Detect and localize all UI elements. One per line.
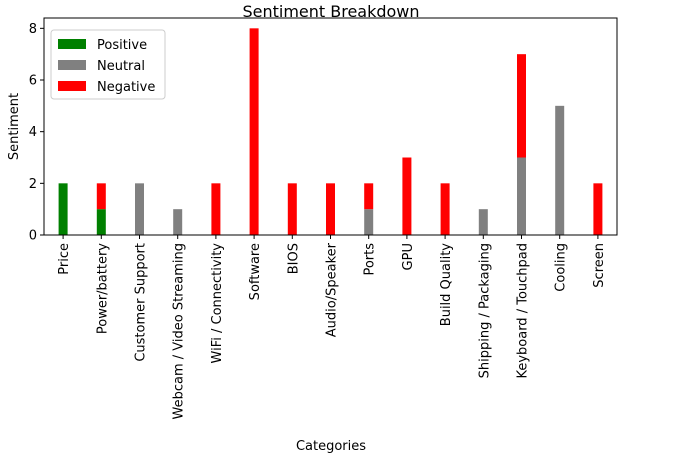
bar-group	[58, 28, 603, 235]
x-tick-label: Price	[57, 243, 72, 275]
y-tick-label: 2	[29, 177, 37, 192]
x-tick-label: Power/battery	[95, 243, 110, 334]
x-tick-label: BIOS	[286, 243, 301, 274]
legend-swatch-neutral	[58, 60, 86, 70]
x-tick-label: Audio/Speaker	[325, 242, 340, 337]
x-tick-label: Customer Support	[134, 243, 149, 362]
x-tick-label: Screen	[592, 243, 607, 288]
chart-title: Sentiment Breakdown	[242, 2, 419, 21]
bar-negative-14	[593, 183, 603, 235]
bar-negative-12	[517, 54, 526, 158]
x-axis: Price Power/battery Customer Support Webcam…	[57, 235, 607, 419]
bar-negative-10	[440, 183, 450, 235]
x-tick-label: GPU	[401, 243, 416, 270]
x-tick-label: Shipping / Packaging	[477, 243, 492, 378]
bar-negative-1	[96, 183, 106, 210]
y-tick-label: 8	[29, 22, 37, 37]
y-tick-label: 4	[29, 125, 37, 140]
x-tick-label: Cooling	[554, 243, 569, 292]
legend-swatch-negative	[58, 81, 86, 91]
legend-swatch-positive	[58, 39, 86, 49]
bar-neutral-13	[555, 105, 565, 235]
bar-negative-9	[402, 157, 412, 235]
legend-label-negative: Negative	[97, 80, 155, 95]
x-tick-label: WiFi / Connectivity	[210, 243, 225, 364]
legend-label-neutral: Neutral	[97, 59, 145, 74]
bar-neutral-12	[517, 157, 526, 235]
x-tick-label: Webcam / Video Streaming	[172, 243, 187, 419]
y-axis: 0 2 4 6 8	[29, 22, 44, 244]
legend: Positive Neutral Negative	[50, 29, 166, 100]
legend-label-positive: Positive	[97, 38, 147, 53]
x-axis-label: Categories	[296, 439, 366, 454]
bar-neutral-8	[364, 209, 374, 235]
x-tick-label: Software	[248, 243, 263, 300]
y-axis-label: Sentiment	[7, 93, 22, 160]
y-tick-label: 0	[29, 229, 37, 244]
bar-negative-7	[326, 183, 335, 235]
bar-neutral-11	[478, 209, 488, 235]
bar-negative-5	[249, 28, 259, 235]
y-tick-label: 6	[29, 74, 37, 89]
bar-neutral-2	[135, 183, 144, 235]
bar-neutral-3	[173, 209, 183, 235]
bar-negative-8	[364, 183, 374, 210]
x-tick-label: Keyboard / Touchpad	[516, 243, 531, 379]
x-tick-label: Build Quality	[439, 243, 454, 327]
bar-negative-6	[287, 183, 297, 235]
bar-positive-1	[96, 209, 106, 235]
bar-positive-0	[58, 183, 68, 235]
bar-negative-4	[211, 183, 221, 235]
x-tick-label: Ports	[363, 243, 378, 276]
